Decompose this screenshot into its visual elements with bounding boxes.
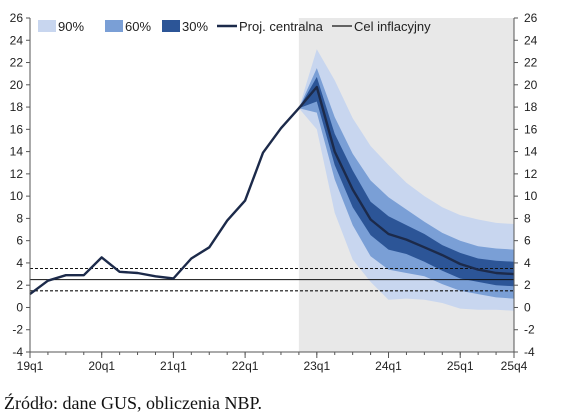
- y-tick-label-right: 22: [524, 56, 538, 70]
- legend-label: 60%: [125, 19, 151, 34]
- legend-item-3: 30%: [162, 19, 208, 34]
- y-tick-label-left: 0: [16, 300, 23, 314]
- y-tick-label-right: 8: [524, 211, 531, 225]
- source-note: Źródło: dane GUS, obliczenia NBP.: [4, 393, 262, 413]
- y-tick-label-left: 4: [16, 256, 23, 270]
- legend-label: Proj. centralna: [239, 19, 324, 34]
- y-tick-label-left: -4: [12, 345, 23, 359]
- y-tick-label-left: 24: [10, 33, 24, 47]
- x-tick-label: 20q1: [88, 359, 115, 373]
- y-tick-label-left: 14: [10, 145, 24, 159]
- x-tick-label: 22q1: [232, 359, 259, 373]
- y-tick-label-right: 14: [524, 145, 538, 159]
- x-tick-label: 24q1: [375, 359, 402, 373]
- y-tick-label-left: -2: [12, 323, 23, 337]
- y-tick-label-left: 22: [10, 56, 24, 70]
- y-tick-label-right: 16: [524, 122, 538, 136]
- y-tick-label-left: 8: [16, 211, 23, 225]
- legend-label: 30%: [182, 19, 208, 34]
- y-tick-label-left: 10: [10, 189, 24, 203]
- legend-item-5: Cel inflacyjny: [332, 19, 431, 34]
- y-tick-label-right: 10: [524, 189, 538, 203]
- y-tick-label-left: 18: [10, 100, 24, 114]
- legend: 90% 60% 30% Proj. centralna Cel inflacyjny: [38, 19, 431, 34]
- x-tick-label: 23q1: [303, 359, 330, 373]
- x-tick-label: 25q1: [447, 359, 474, 373]
- y-tick-label-right: 24: [524, 33, 538, 47]
- central-line-group: [29, 85, 515, 296]
- y-tick-label-left: 6: [16, 234, 23, 248]
- y-tick-label-left: 16: [10, 122, 24, 136]
- legend-swatch: [105, 20, 123, 32]
- central-projection-line: [29, 85, 515, 296]
- legend-item-1: 90%: [38, 19, 84, 34]
- target-lines: [30, 267, 514, 292]
- x-tick-label: 25q4: [501, 359, 528, 373]
- legend-item-4: Proj. centralna: [217, 19, 324, 34]
- y-tick-label-left: 12: [10, 167, 24, 181]
- legend-item-2: 60%: [105, 19, 151, 34]
- legend-swatch: [162, 20, 180, 32]
- y-tick-label-right: 6: [524, 234, 531, 248]
- y-tick-label-right: 26: [524, 11, 538, 25]
- y-tick-label-right: 2: [524, 278, 531, 292]
- legend-swatch: [38, 20, 56, 32]
- y-tick-label-right: 18: [524, 100, 538, 114]
- y-tick-label-right: 0: [524, 300, 531, 314]
- x-tick-label: 19q1: [17, 359, 44, 373]
- fan-band-60pct: [298, 68, 514, 299]
- x-tick-label: 21q1: [160, 359, 187, 373]
- y-tick-label-left: 2: [16, 278, 23, 292]
- y-tick-label-right: -2: [524, 323, 535, 337]
- y-tick-label-right: 12: [524, 167, 538, 181]
- y-tick-label-left: 20: [10, 78, 24, 92]
- legend-label: 90%: [58, 19, 84, 34]
- y-tick-label-right: 4: [524, 256, 531, 270]
- y-tick-label-right: 20: [524, 78, 538, 92]
- y-tick-label-left: 26: [10, 11, 24, 25]
- y-tick-label-right: -4: [524, 345, 535, 359]
- legend-label: Cel inflacyjny: [354, 19, 431, 34]
